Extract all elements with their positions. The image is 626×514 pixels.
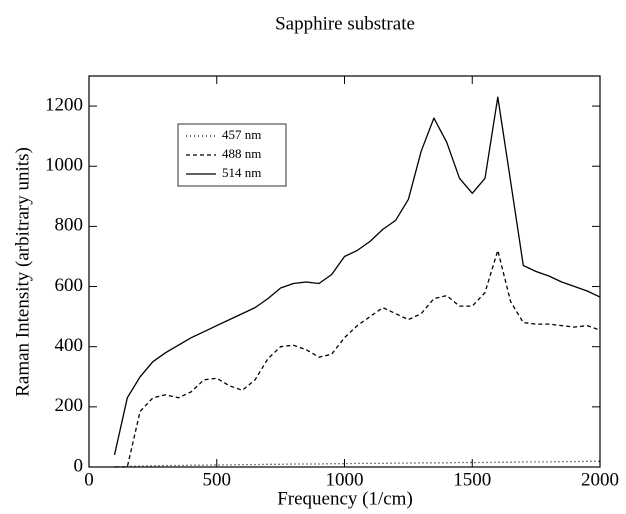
y-tick-label: 400 [55,335,84,356]
x-tick-label: 1500 [453,469,491,490]
y-tick-label: 600 [55,275,84,296]
y-tick-label: 200 [55,395,84,416]
x-tick-label: 500 [203,469,232,490]
y-tick-label: 1200 [45,94,83,115]
series-line [114,460,600,468]
x-tick-label: 1000 [326,469,364,490]
x-tick-label: 0 [84,469,94,490]
series-line [114,249,601,468]
legend-label: 488 nm [222,146,261,161]
legend-label: 457 nm [222,127,261,142]
chart-title: Sapphire substrate [275,13,415,34]
plot-frame [88,75,601,468]
x-axis-label: Frequency (1/cm) [277,488,413,509]
y-tick-label: 1000 [45,155,83,176]
y-tick-label: 0 [74,455,84,476]
y-tick-label: 800 [55,215,84,236]
x-tick-label: 2000 [581,469,619,490]
series-line [113,96,601,456]
legend-label: 514 nm [222,165,261,180]
y-axis-label: Raman Intensity (arbitrary units) [12,147,33,397]
